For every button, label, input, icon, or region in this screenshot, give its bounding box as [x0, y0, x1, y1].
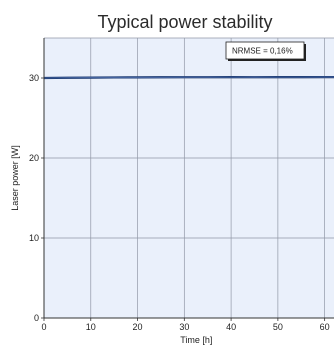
x-tick-label-2: 20 [133, 322, 143, 332]
series-lines [43, 75, 334, 80]
x-tick-label-1: 10 [86, 322, 96, 332]
x-axis-label: Time [h] [180, 335, 212, 345]
plot-area [44, 38, 334, 318]
chart-title: Typical power stability [97, 12, 272, 32]
x-tick-label-6: 60 [320, 322, 330, 332]
y-tick-label-2: 20 [29, 153, 39, 163]
x-tick-label-5: 50 [273, 322, 283, 332]
annotation-text: NRMSE = 0,16% [232, 47, 293, 56]
nrmse-annotation-box: NRMSE = 0,16% [225, 41, 306, 61]
y-tick-label-0: 0 [34, 313, 39, 323]
y-axis-label: Laser power [W] [10, 145, 20, 211]
y-tick-label-3: 30 [29, 73, 39, 83]
series-line-highlight-0 [43, 76, 334, 79]
x-tick-label-4: 40 [226, 322, 236, 332]
annotation-frame [225, 41, 305, 60]
x-tick-label-0: 0 [41, 322, 46, 332]
y-tick-label-1: 10 [29, 233, 39, 243]
tick-labels: 0 10 20 30 40 50 60 0 10 20 30 [29, 73, 330, 332]
x-tick-label-3: 30 [179, 322, 189, 332]
